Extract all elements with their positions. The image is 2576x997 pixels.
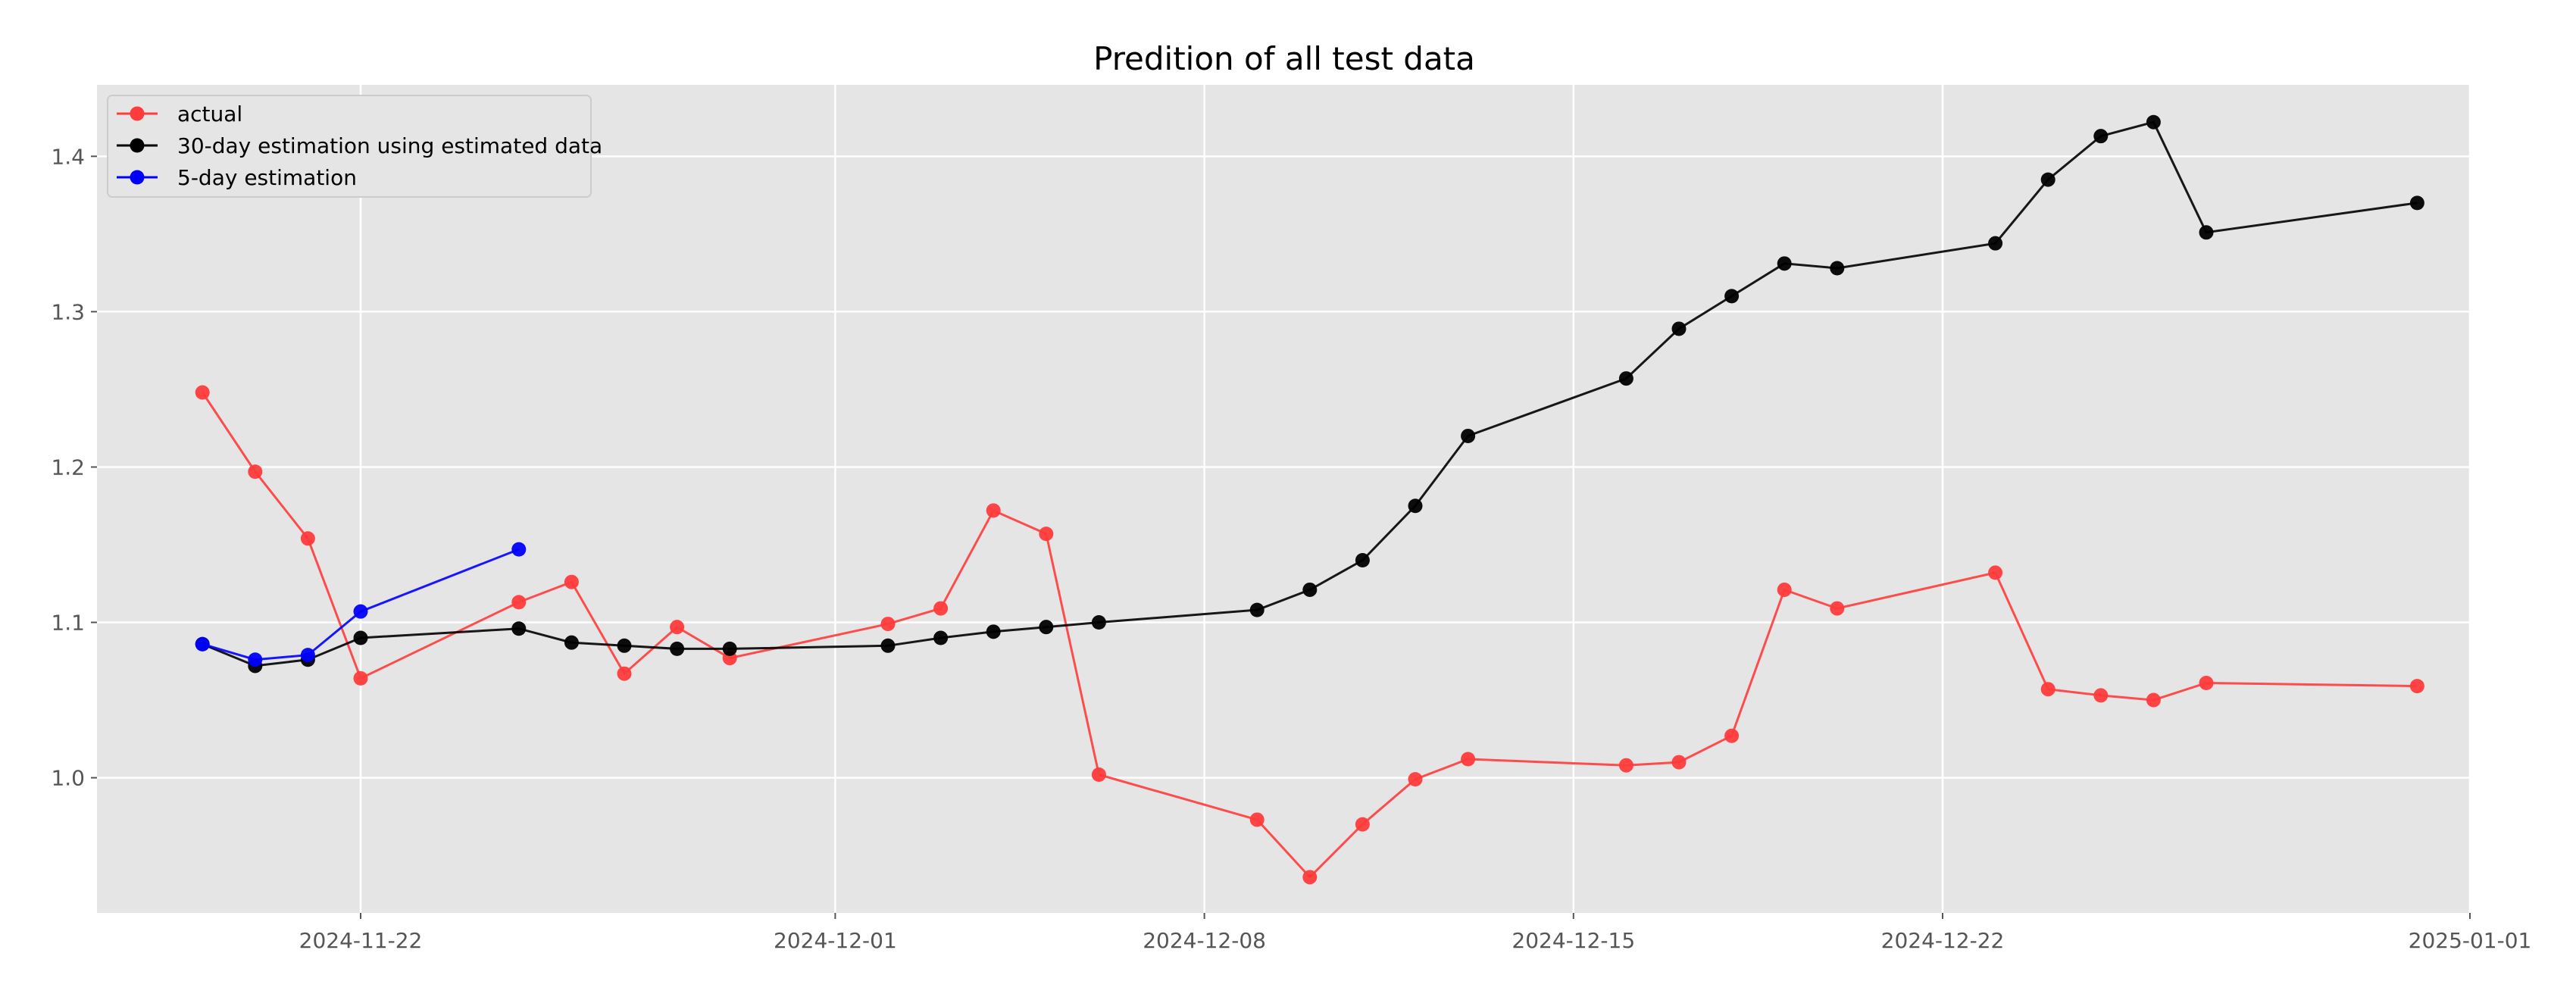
y-tick-label: 1.4: [51, 144, 85, 169]
data-point: [248, 652, 263, 667]
x-tick-label: 2024-12-15: [1512, 928, 1635, 953]
data-point: [1724, 728, 1740, 743]
legend-label: actual: [177, 102, 242, 127]
legend-item: actual: [117, 102, 242, 127]
data-point: [511, 595, 527, 610]
data-point: [933, 630, 949, 645]
data-point: [1671, 321, 1687, 336]
data-point: [195, 385, 210, 400]
data-point: [2146, 692, 2161, 708]
legend-label: 30-day estimation using estimated data: [177, 133, 602, 158]
data-point: [1039, 527, 1054, 542]
y-axis: 1.0 1.1 1.2 1.3 1.4: [51, 144, 97, 791]
data-point: [1988, 565, 2003, 580]
series-line: [201, 392, 2418, 879]
series-layer: [195, 114, 2424, 885]
legend-item: 5-day estimation: [117, 165, 357, 190]
data-point: [1830, 601, 1845, 616]
x-tick-label: 2024-12-22: [1881, 928, 2005, 953]
data-point: [617, 666, 632, 681]
x-tick-label: 2024-12-08: [1143, 928, 1266, 953]
data-point: [1830, 261, 1845, 276]
data-point: [986, 503, 1001, 518]
x-tick-label: 2024-11-22: [299, 928, 423, 953]
data-point: [1355, 553, 1370, 568]
data-point: [617, 638, 632, 653]
data-point: [300, 531, 315, 546]
data-point: [1461, 428, 1476, 443]
series-0: [195, 385, 2424, 885]
data-point: [1355, 817, 1370, 832]
data-point: [2040, 682, 2055, 697]
x-tick-label: 2025-01-01: [2409, 928, 2532, 953]
legend-label: 5-day estimation: [177, 165, 357, 190]
data-point: [880, 617, 896, 632]
data-point: [2093, 688, 2109, 703]
data-point: [300, 648, 315, 663]
data-point: [248, 464, 263, 480]
data-point: [2409, 195, 2424, 211]
data-point: [670, 620, 685, 635]
data-point: [1249, 812, 1265, 827]
data-point: [1671, 755, 1687, 770]
legend-marker: [130, 138, 145, 153]
data-point: [1988, 236, 2003, 251]
data-point: [1618, 371, 1633, 386]
data-point: [353, 630, 368, 645]
data-point: [1618, 758, 1633, 773]
data-point: [1724, 289, 1740, 304]
data-point: [2199, 225, 2214, 240]
data-point: [1408, 498, 1423, 514]
legend-item: 30-day estimation using estimated data: [117, 133, 602, 158]
legend-box: [107, 95, 592, 198]
data-point: [1091, 767, 1106, 782]
legend: actual 30-day estimation using estimated …: [107, 95, 602, 198]
x-tick-label: 2024-12-01: [774, 928, 897, 953]
data-point: [353, 604, 368, 619]
data-point: [2199, 676, 2214, 691]
data-point: [722, 641, 737, 656]
data-point: [2040, 172, 2055, 187]
y-tick-label: 1.2: [51, 455, 85, 480]
chart-title: Predition of all test data: [1093, 40, 1475, 77]
y-tick-label: 1.0: [51, 766, 85, 791]
data-point: [353, 670, 368, 686]
data-point: [670, 641, 685, 656]
data-point: [2409, 679, 2424, 694]
plot-area: [97, 85, 2470, 913]
data-point: [1091, 615, 1106, 630]
legend-marker: [130, 106, 145, 121]
data-point: [986, 624, 1001, 639]
data-point: [511, 542, 527, 557]
data-point: [1777, 256, 1792, 271]
data-point: [2093, 129, 2109, 144]
data-point: [880, 638, 896, 653]
data-point: [1408, 772, 1423, 787]
y-tick-label: 1.3: [51, 299, 85, 324]
data-point: [933, 601, 949, 616]
y-tick-label: 1.1: [51, 611, 85, 636]
data-point: [2146, 114, 2161, 130]
data-point: [1777, 582, 1792, 597]
data-point: [195, 636, 210, 652]
data-point: [1461, 752, 1476, 767]
series-line: [202, 120, 2418, 667]
data-point: [564, 635, 579, 650]
data-point: [1302, 870, 1318, 885]
data-point: [564, 574, 579, 589]
legend-marker: [130, 170, 145, 185]
x-axis: 2024-11-22 2024-12-01 2024-12-08 2024-12-15…: [299, 913, 2532, 953]
data-point: [511, 621, 527, 636]
data-point: [1302, 582, 1318, 597]
data-point: [1039, 620, 1054, 635]
series-2: [195, 542, 527, 667]
data-point: [1249, 602, 1265, 617]
